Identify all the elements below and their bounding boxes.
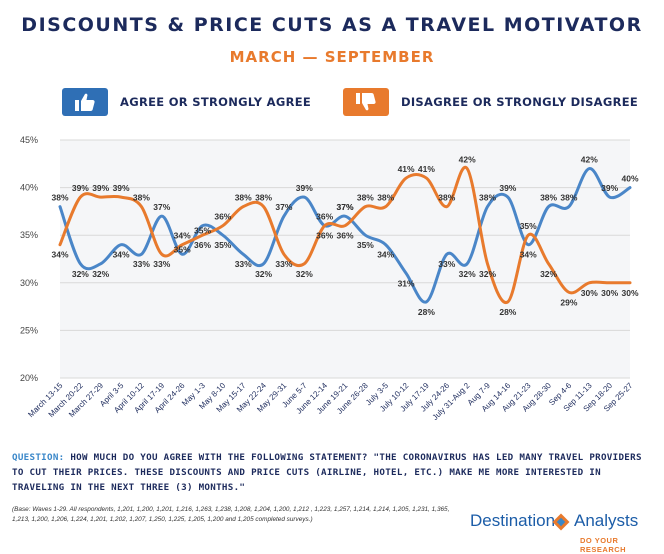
chart-title: DISCOUNTS & PRICE CUTS AS A TRAVEL MOTIV… (21, 14, 643, 36)
data-label-disagree: 38% (357, 193, 374, 203)
logo-tagline: DO YOUR RESEARCH (580, 536, 627, 554)
data-label-agree: 35% (357, 240, 374, 250)
data-label-agree: 32% (72, 269, 89, 279)
y-tick-label: 35% (20, 230, 38, 240)
data-label-disagree: 41% (398, 164, 415, 174)
data-label-agree: 31% (398, 278, 415, 288)
thumbs-down-icon (343, 88, 389, 116)
question-body: HOW MUCH DO YOU AGREE WITH THE FOLLOWING… (12, 452, 642, 493)
destination-analysts-logo: Destination Analysts DO YOUR RESEARCH (470, 510, 660, 554)
data-label-disagree: 30% (621, 288, 638, 298)
data-label-agree: 35% (214, 240, 231, 250)
data-label-agree: 37% (153, 202, 170, 212)
data-label-extra: 38% (560, 193, 577, 203)
data-label-agree: 34% (520, 250, 537, 260)
data-label-shared: 35% (194, 225, 211, 235)
data-label-agree: 34% (377, 250, 394, 260)
data-label-extra: 37% (336, 202, 353, 212)
y-tick-label: 30% (20, 278, 38, 288)
question-label: QUESTION: (12, 452, 65, 463)
y-tick-label: 25% (20, 325, 38, 335)
data-label-disagree: 33% (153, 259, 170, 269)
logo-word-analysts: Analysts (574, 511, 639, 530)
data-label-agree: 33% (133, 259, 150, 269)
data-label-agree: 39% (499, 183, 516, 193)
data-label-disagree: 36% (336, 231, 353, 241)
data-label-disagree: 28% (499, 307, 516, 317)
data-label-disagree: 30% (581, 288, 598, 298)
data-label-agree: 42% (581, 155, 598, 165)
legend-agree: AGREE OR STRONGLY AGREE (62, 88, 311, 116)
data-label-agree: 34% (113, 250, 130, 260)
data-label-disagree: 35% (520, 221, 537, 231)
chart-subtitle: MARCH — SEPTEMBER (229, 48, 435, 66)
data-label-disagree: 39% (113, 183, 130, 193)
data-label-agree: 33% (438, 259, 455, 269)
data-label-disagree: 38% (133, 193, 150, 203)
data-label-disagree: 36% (194, 240, 211, 250)
data-label-disagree: 39% (72, 183, 89, 193)
legend-agree-label: AGREE OR STRONGLY AGREE (120, 95, 312, 109)
data-label-agree: 38% (479, 193, 496, 203)
data-label-disagree: 29% (560, 297, 577, 307)
data-label-disagree: 36% (214, 212, 231, 222)
question-text: QUESTION: HOW MUCH DO YOU AGREE WITH THE… (12, 450, 652, 495)
data-label-disagree: 38% (438, 193, 455, 203)
line-chart: 20% 25% 30% 35% 40% 45% March 13-15 March 20-22… (0, 128, 664, 448)
data-label-agree: 32% (255, 269, 272, 279)
data-label-disagree: 30% (601, 288, 618, 298)
data-label-disagree: 33% (275, 259, 292, 269)
data-label-agree: 37% (336, 202, 353, 212)
data-label-disagree: 32% (296, 269, 313, 279)
data-label-disagree: 32% (479, 269, 496, 279)
data-label-disagree: 34% (174, 231, 191, 241)
data-label-disagree: 39% (92, 183, 109, 193)
data-label-disagree: 32% (540, 269, 557, 279)
y-tick-label: 20% (20, 373, 38, 383)
series-line-disagree (58, 165, 632, 304)
data-label-agree: 39% (601, 183, 618, 193)
logo-word-destination: Destination (470, 511, 556, 530)
data-label-extra: 38% (377, 193, 394, 203)
thumbs-up-icon (62, 88, 108, 116)
data-label-shared: 35% (174, 244, 191, 254)
y-tick-label: 45% (20, 135, 38, 145)
base-note: (Base: Waves 1-29. All respondents, 1,20… (12, 506, 450, 523)
data-label-disagree: 42% (459, 155, 476, 165)
data-label-agree: 38% (540, 193, 557, 203)
data-label-disagree: 38% (235, 193, 252, 203)
data-label-agree: 32% (459, 269, 476, 279)
data-label-agree: 37% (275, 202, 292, 212)
data-label-disagree: 41% (418, 164, 435, 174)
plot-background (60, 140, 630, 378)
data-label-agree: 40% (621, 174, 638, 184)
data-label-agree: 36% (316, 212, 333, 222)
y-tick-label: 40% (20, 183, 38, 193)
legend-disagree: DISAGREE OR STRONGLY DISAGREE (343, 88, 638, 116)
data-label-agree: 38% (51, 193, 68, 203)
data-label-agree: 39% (296, 183, 313, 193)
data-label-agree: 28% (418, 307, 435, 317)
data-label-disagree: 34% (51, 250, 68, 260)
data-label-agree: 32% (92, 269, 109, 279)
legend-disagree-label: DISAGREE OR STRONGLY DISAGREE (401, 95, 639, 109)
data-label-disagree: 38% (255, 193, 272, 203)
data-label-disagree: 36% (316, 231, 333, 241)
data-label-agree: 33% (235, 259, 252, 269)
